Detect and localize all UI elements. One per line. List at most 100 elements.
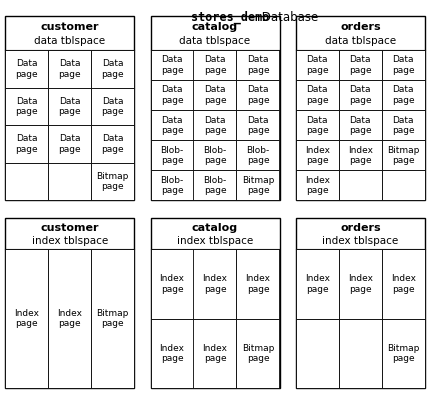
Text: Data
page: Data page — [349, 116, 372, 135]
Bar — [296, 218, 425, 388]
Bar — [296, 16, 425, 200]
Text: Data
page: Data page — [306, 85, 329, 105]
Bar — [296, 170, 339, 200]
Bar — [5, 218, 134, 388]
Text: catalog: catalog — [192, 223, 238, 233]
Text: Data
page: Data page — [306, 55, 329, 75]
Bar — [194, 80, 236, 110]
Bar — [237, 249, 280, 319]
Bar — [237, 319, 280, 388]
Text: orders: orders — [340, 22, 381, 32]
Text: Index
page: Index page — [348, 274, 373, 294]
Bar — [48, 50, 91, 88]
Bar — [48, 125, 91, 163]
Bar — [91, 163, 134, 200]
Text: Data
page: Data page — [161, 55, 183, 75]
Text: Index
page: Index page — [305, 146, 330, 165]
Bar — [296, 110, 339, 140]
Bar — [5, 50, 48, 88]
Text: Index
page: Index page — [305, 274, 330, 294]
Text: data tblspace: data tblspace — [34, 37, 105, 46]
Bar — [194, 50, 236, 80]
Text: Data
page: Data page — [15, 134, 38, 154]
Text: Index
page: Index page — [391, 274, 416, 294]
Bar — [296, 50, 339, 80]
Text: Blob-
page: Blob- page — [203, 146, 227, 165]
Text: index tblspace: index tblspace — [322, 236, 399, 246]
Bar — [194, 249, 236, 319]
Text: Data
page: Data page — [247, 55, 269, 75]
Bar — [150, 16, 280, 200]
Text: Index
page: Index page — [57, 309, 82, 328]
Text: Data
page: Data page — [101, 97, 124, 116]
Text: Data
page: Data page — [306, 116, 329, 135]
Bar — [194, 140, 236, 170]
Bar — [91, 88, 134, 125]
Bar — [296, 80, 339, 110]
Text: Data
page: Data page — [15, 97, 38, 116]
Bar — [5, 125, 48, 163]
Text: Data
page: Data page — [58, 97, 81, 116]
Text: Data
page: Data page — [349, 55, 372, 75]
Text: index tblspace: index tblspace — [31, 236, 108, 246]
Bar — [237, 110, 280, 140]
Bar — [150, 249, 194, 319]
Text: Data
page: Data page — [392, 55, 415, 75]
Bar — [5, 163, 48, 200]
Bar — [150, 140, 194, 170]
Text: Blob-
page: Blob- page — [203, 176, 227, 195]
Text: Blob-
page: Blob- page — [160, 146, 184, 165]
Bar — [382, 140, 425, 170]
Bar — [339, 80, 382, 110]
Bar — [48, 88, 91, 125]
Bar — [237, 50, 280, 80]
Bar — [382, 80, 425, 110]
Text: catalog: catalog — [192, 22, 238, 32]
Bar — [150, 319, 194, 388]
Bar — [48, 249, 91, 388]
Bar — [91, 50, 134, 88]
Text: Data
page: Data page — [15, 59, 38, 79]
Text: Database: Database — [258, 11, 318, 24]
Bar — [382, 110, 425, 140]
Text: Data
page: Data page — [101, 59, 124, 79]
Text: Index
page: Index page — [246, 274, 270, 294]
Bar — [382, 249, 425, 319]
Text: customer: customer — [40, 223, 99, 233]
Text: Bitmap
page: Bitmap page — [387, 344, 420, 363]
Bar — [91, 249, 134, 388]
Text: orders: orders — [340, 223, 381, 233]
Bar — [339, 170, 382, 200]
Bar — [150, 218, 280, 388]
Text: Data
page: Data page — [161, 85, 183, 105]
Text: Data
page: Data page — [58, 134, 81, 154]
Bar — [237, 140, 280, 170]
Text: Data
page: Data page — [204, 85, 226, 105]
Text: Index
page: Index page — [305, 176, 330, 195]
Bar — [237, 80, 280, 110]
Text: customer: customer — [40, 22, 99, 32]
Bar — [150, 50, 194, 80]
Bar — [339, 50, 382, 80]
Bar — [5, 88, 48, 125]
Bar — [150, 110, 194, 140]
Text: Bitmap
page: Bitmap page — [387, 146, 420, 165]
Text: Index
page: Index page — [14, 309, 39, 328]
Text: data tblspace: data tblspace — [179, 37, 251, 46]
Bar — [339, 110, 382, 140]
Bar — [5, 16, 134, 200]
Bar — [194, 319, 236, 388]
Bar — [194, 110, 236, 140]
Text: stores_demo: stores_demo — [191, 11, 270, 25]
Bar — [382, 319, 425, 388]
Bar — [150, 80, 194, 110]
Bar — [237, 170, 280, 200]
Bar — [91, 125, 134, 163]
Text: Bitmap
page: Bitmap page — [242, 176, 274, 195]
Text: Index
page: Index page — [160, 344, 184, 363]
Text: Data
page: Data page — [247, 85, 269, 105]
Text: Data
page: Data page — [101, 134, 124, 154]
Text: Blob-
page: Blob- page — [160, 176, 184, 195]
Text: Index
page: Index page — [203, 274, 227, 294]
Bar — [296, 319, 339, 388]
